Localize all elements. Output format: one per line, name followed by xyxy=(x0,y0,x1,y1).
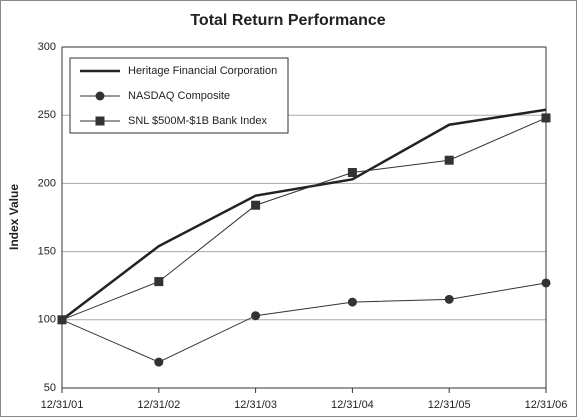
x-tick-label: 12/31/01 xyxy=(41,399,84,411)
y-tick-label: 250 xyxy=(38,109,56,121)
y-tick-label: 300 xyxy=(38,41,56,53)
plot-border xyxy=(61,46,547,389)
x-tick-label: 12/31/02 xyxy=(137,399,180,411)
point xyxy=(541,278,551,288)
point xyxy=(347,167,357,177)
legend-label: SNL $500M-$1B Bank Index xyxy=(128,115,268,127)
point xyxy=(347,297,357,307)
legend-label: Heritage Financial Corporation xyxy=(128,65,277,77)
x-tick-label: 12/31/03 xyxy=(234,399,277,411)
point xyxy=(251,200,261,210)
legend-label: NASDAQ Composite xyxy=(128,90,230,102)
point xyxy=(541,113,551,123)
legend-marker xyxy=(95,116,105,126)
point xyxy=(444,294,454,304)
legend-marker xyxy=(95,91,105,101)
point xyxy=(251,311,261,321)
y-tick-label: 150 xyxy=(38,246,56,258)
series-line xyxy=(61,108,547,321)
x-tick-label: 12/31/05 xyxy=(428,399,471,411)
series-line xyxy=(61,117,547,321)
point xyxy=(57,315,67,325)
y-tick-label: 200 xyxy=(38,177,56,189)
point xyxy=(444,155,454,165)
point xyxy=(154,277,164,287)
x-tick-label: 12/31/04 xyxy=(331,399,374,411)
y-tick-label: 50 xyxy=(44,382,56,394)
point xyxy=(154,357,164,367)
y-tick-label: 100 xyxy=(38,314,56,326)
series-line xyxy=(61,282,547,363)
chart-title: Total Return Performance xyxy=(190,12,385,29)
y-axis-label: Index Value xyxy=(7,184,21,250)
x-tick-label: 12/31/06 xyxy=(525,399,568,411)
